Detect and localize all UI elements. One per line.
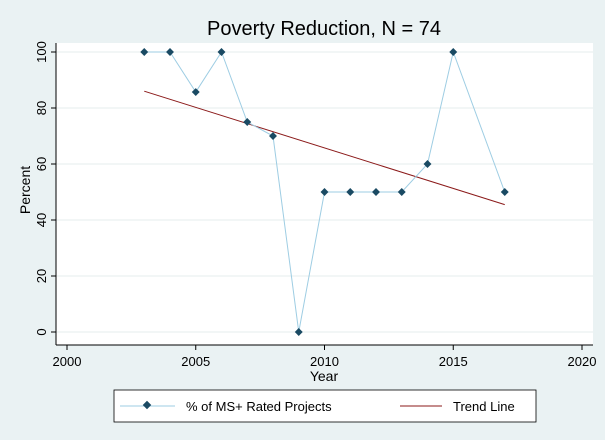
data-point-ms-rated <box>372 188 380 196</box>
x-tick-label: 2010 <box>310 354 339 369</box>
y-tick-label: 0 <box>34 328 49 335</box>
axes: 0 20 40 60 80 100 2000 2005 2010 2015 2020 <box>34 41 596 369</box>
series-line-ms-rated <box>144 50 506 333</box>
data-point-ms-rated <box>500 188 509 196</box>
legend-label-trend: Trend Line <box>453 399 515 414</box>
chart-title: Poverty Reduction, N = 74 <box>207 18 441 40</box>
x-tick-label: 2005 <box>181 354 210 369</box>
trend-line <box>144 90 505 206</box>
x-tick-label: 2020 <box>568 354 597 369</box>
y-tick-label: 40 <box>34 213 49 227</box>
legend-label-ms-rated: % of MS+ Rated Projects <box>186 399 332 414</box>
x-tick-label: 2015 <box>439 354 468 369</box>
x-axis-label: Year <box>310 368 339 384</box>
x-tick-label: 2000 <box>53 354 82 369</box>
y-axis-label: Percent <box>17 166 33 214</box>
data-point-ms-rated <box>294 328 303 336</box>
legend-marker-ms-rated <box>142 400 152 410</box>
data-point-ms-rated <box>423 160 432 168</box>
y-tick-label: 20 <box>34 269 49 283</box>
data-point-ms-rated <box>320 188 329 196</box>
y-tick-label: 60 <box>34 157 49 171</box>
data-point-ms-rated <box>346 188 355 196</box>
data-point-ms-rated <box>397 188 406 196</box>
legend: % of MS+ Rated Projects Trend Line <box>113 389 537 423</box>
data-point-ms-rated <box>269 132 277 140</box>
y-tick-label: 80 <box>34 101 49 115</box>
legend-box <box>113 389 537 423</box>
y-tick-label: 100 <box>34 41 49 63</box>
